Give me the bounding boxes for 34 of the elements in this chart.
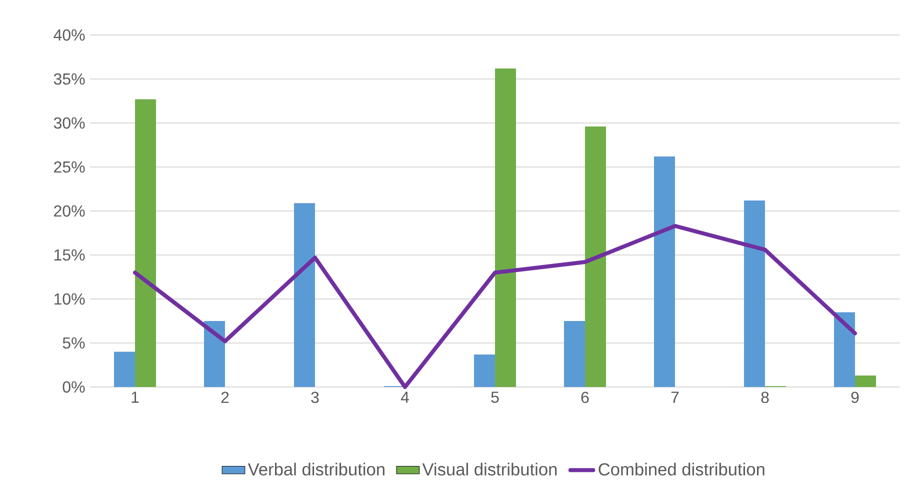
y-tick-label: 35% bbox=[54, 73, 85, 85]
legend-label: Verbal distribution bbox=[248, 462, 384, 476]
bar bbox=[585, 126, 606, 387]
bar bbox=[744, 200, 765, 387]
y-tick-label: 30% bbox=[54, 117, 85, 129]
x-tick-label: 3 bbox=[311, 392, 319, 404]
y-tick-label: 5% bbox=[62, 337, 85, 349]
bar bbox=[654, 156, 675, 387]
x-tick-label: 4 bbox=[400, 392, 409, 403]
y-tick-label: 40% bbox=[54, 29, 85, 41]
bar bbox=[834, 312, 855, 387]
x-tick-label: 2 bbox=[221, 392, 229, 403]
bar bbox=[495, 68, 516, 387]
x-tick-label: 1 bbox=[132, 392, 139, 403]
x-tick-label: 5 bbox=[491, 392, 499, 403]
y-tick-label: 10% bbox=[54, 293, 85, 305]
bar bbox=[474, 354, 495, 387]
y-tick-label: 20% bbox=[54, 205, 85, 217]
y-tick-label: 0% bbox=[62, 381, 85, 393]
bar bbox=[204, 321, 225, 387]
y-tick-label: 25% bbox=[54, 161, 85, 173]
x-tick-label: 8 bbox=[761, 392, 769, 404]
x-tick-label: 7 bbox=[671, 392, 679, 403]
legend-label: Visual distribution bbox=[422, 462, 557, 476]
x-tick-label: 9 bbox=[851, 392, 859, 404]
bar bbox=[114, 352, 135, 387]
x-tick-label: 6 bbox=[581, 392, 589, 404]
bar bbox=[564, 321, 585, 387]
bar bbox=[855, 376, 876, 387]
line-series bbox=[133, 224, 857, 389]
legend-label: Combined distribution bbox=[598, 462, 764, 476]
bar bbox=[294, 203, 315, 387]
bar bbox=[135, 99, 156, 387]
y-tick-label: 15% bbox=[54, 249, 85, 261]
